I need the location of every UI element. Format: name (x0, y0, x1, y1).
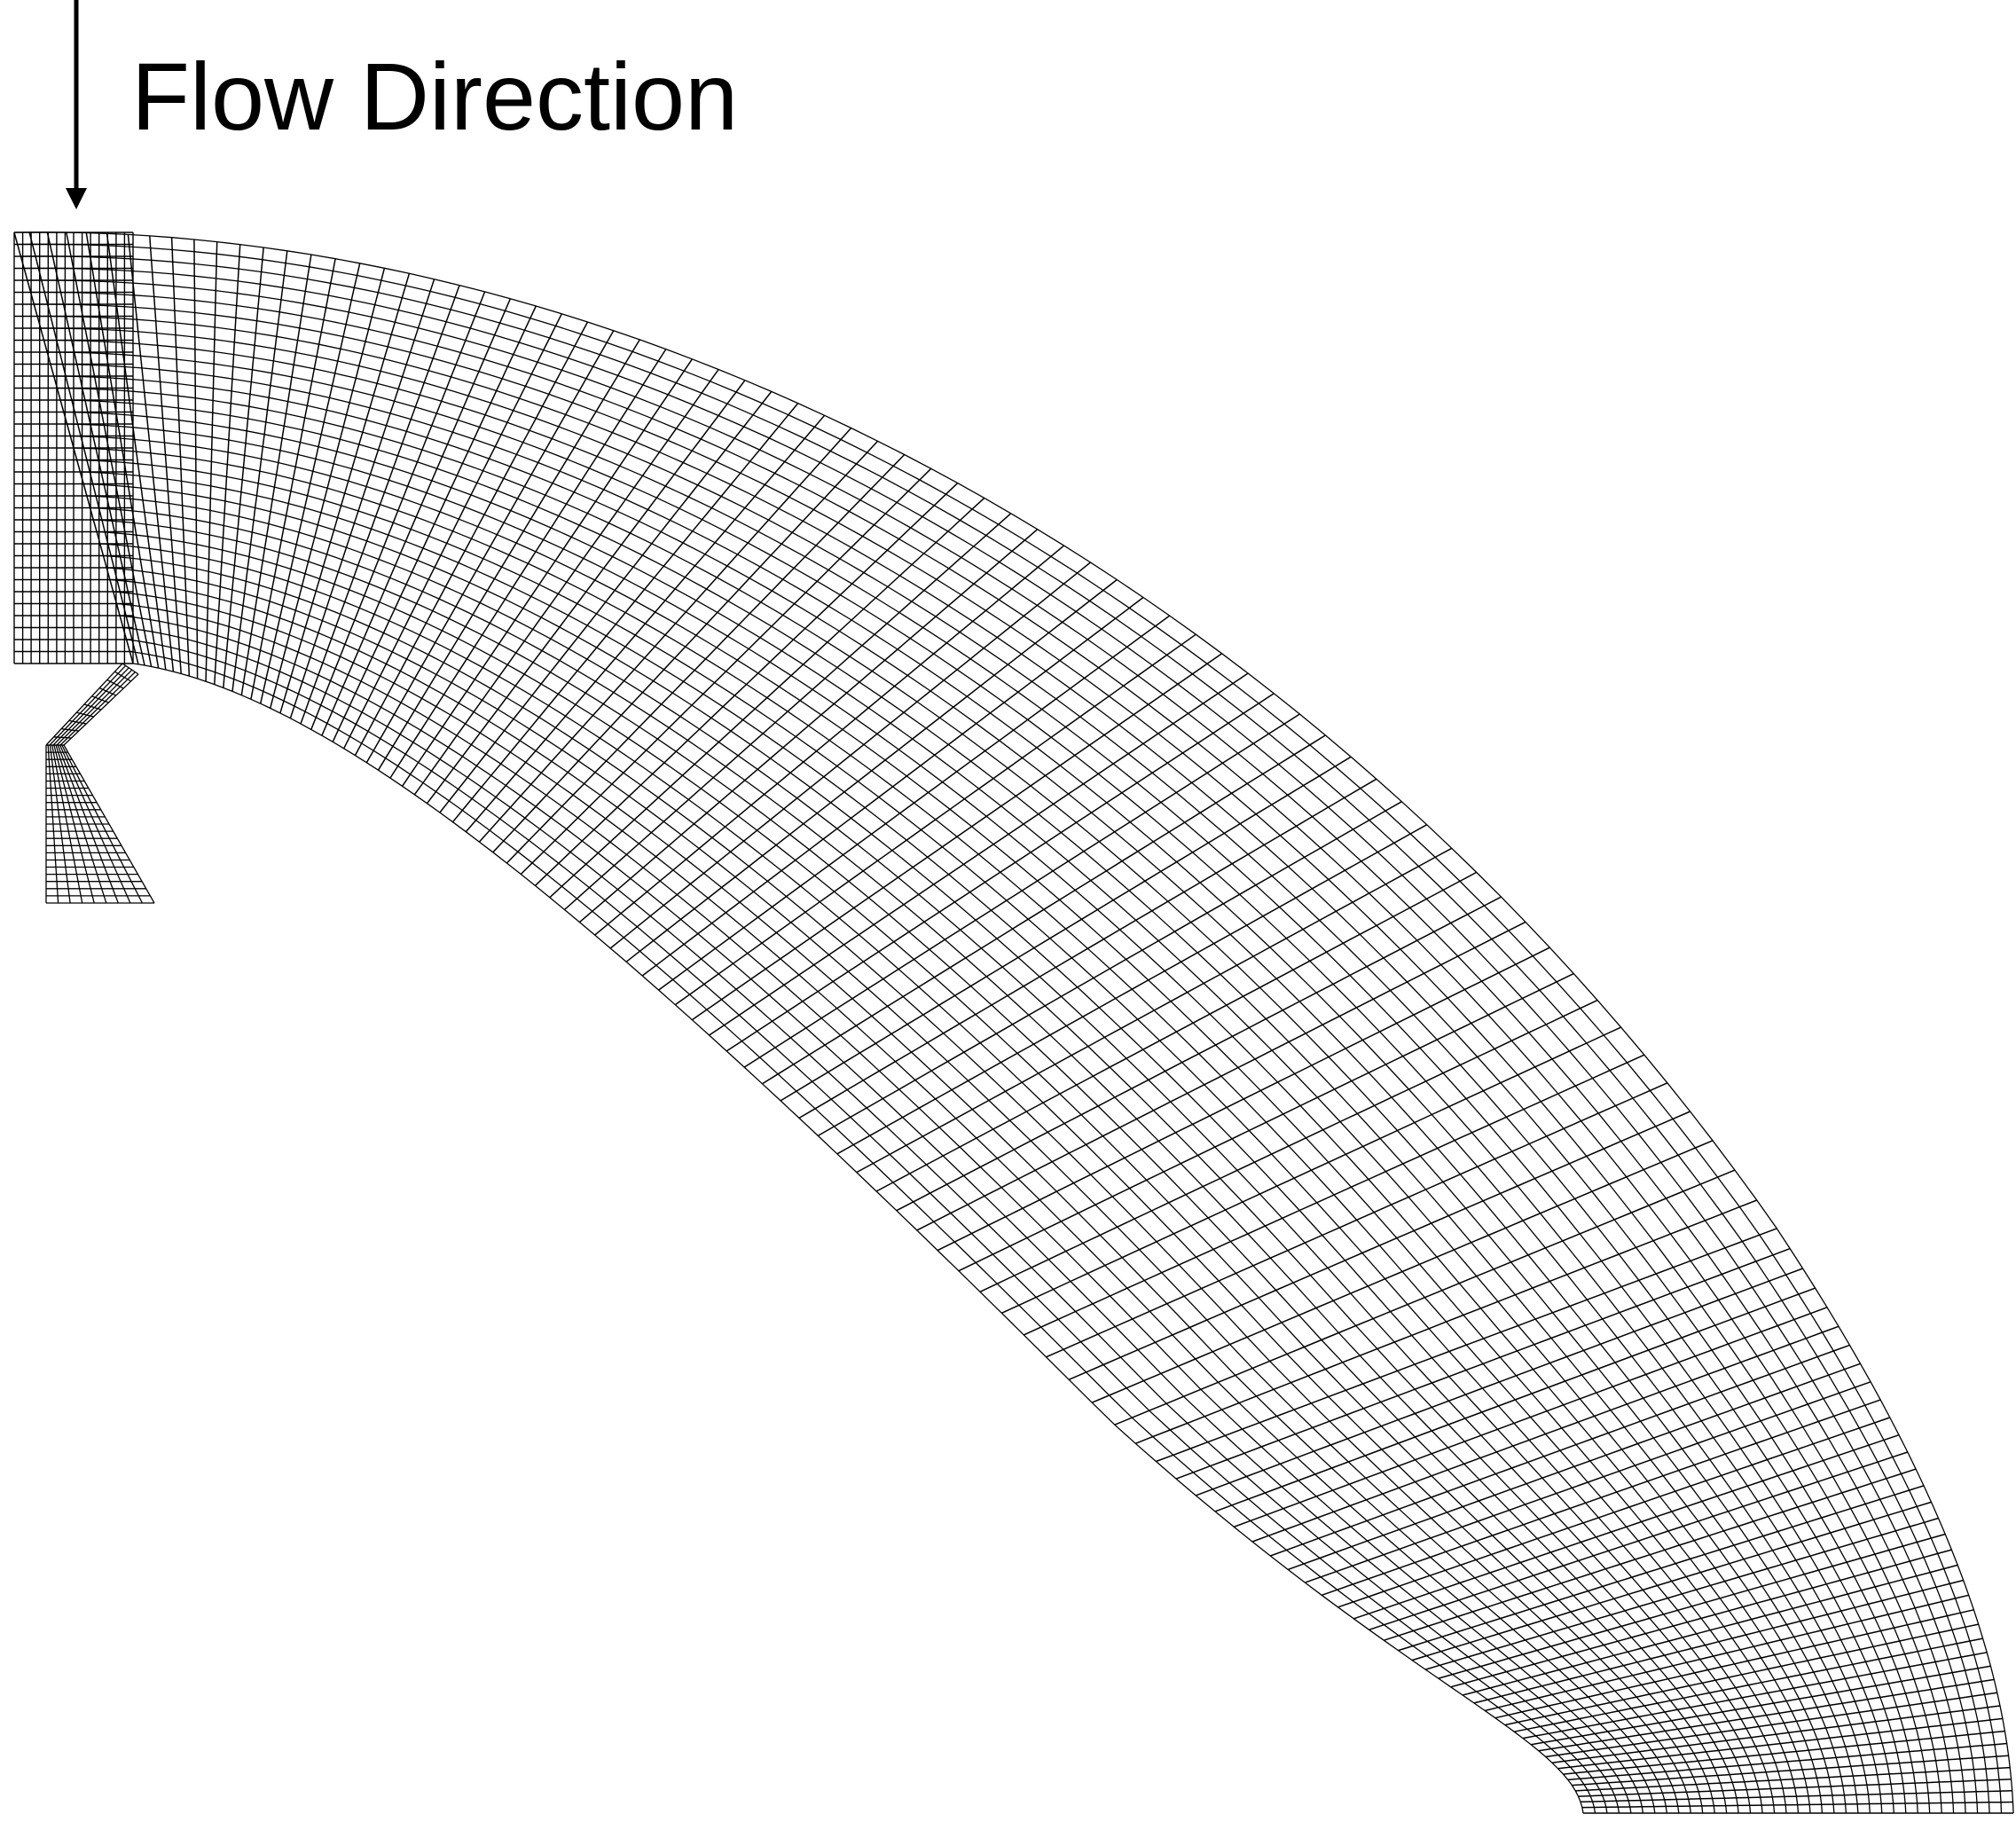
nozzle-vertical-line (49, 744, 71, 904)
nozzle-vertical-line (51, 744, 83, 904)
mesh-stream-line (109, 578, 1667, 1814)
mesh-stream-line (90, 507, 1739, 1814)
mesh-stream-line (13, 232, 2014, 1814)
slot-stream-line (59, 671, 136, 746)
nozzle-vertical-line (57, 744, 119, 904)
mesh-stream-line (116, 602, 1644, 1814)
mesh-stream-line (30, 291, 1955, 1814)
mesh-stream-line (57, 387, 1859, 1814)
down-arrow-icon (66, 0, 87, 209)
main-duct-mesh (13, 232, 2014, 1814)
mesh-stream-line (106, 567, 1680, 1814)
mesh-stream-line (34, 303, 1942, 1814)
nozzle-vertical-line (55, 744, 107, 904)
nozzle-vertical-line (47, 744, 59, 904)
slot-cross-line (106, 679, 124, 689)
mesh-stream-line (103, 554, 1691, 1814)
mesh-stream-line (120, 615, 1632, 1814)
mesh-stream-line (83, 483, 1763, 1814)
mesh-stream-line (60, 399, 1847, 1814)
mesh-stream-line (113, 591, 1656, 1814)
nozzle-vertical-line (61, 744, 143, 904)
slot-stream-line (63, 673, 139, 746)
slot-stream-line (52, 667, 129, 746)
mesh-stream-line (129, 650, 1596, 1814)
mesh-stream-line (86, 495, 1752, 1814)
mesh-stream-line (126, 639, 1608, 1814)
mesh-stream-line (24, 267, 1979, 1814)
mesh-stream-line (40, 327, 1918, 1814)
nozzle-vertical-line (63, 744, 155, 904)
nozzle-vertical-line (59, 744, 131, 904)
mesh-stream-line (50, 363, 1883, 1814)
nozzle-vertical-line (53, 744, 95, 904)
mesh-stream-line (37, 315, 1931, 1814)
slot-stream-line (45, 663, 123, 746)
mesh-stream-line (99, 543, 1704, 1814)
mesh-stream-line (20, 255, 1990, 1814)
mesh-stream-line (122, 626, 1620, 1814)
mesh-stream-line (80, 471, 1776, 1814)
flow-direction-label: Flow Direction (131, 43, 739, 150)
mesh-stream-line (47, 351, 1894, 1814)
slot-cross-line (122, 663, 139, 675)
mesh-stream-line (97, 530, 1715, 1814)
mesh-stream-line (27, 279, 1966, 1814)
mesh-stream-line (93, 519, 1728, 1814)
mesh-stream-line (76, 459, 1787, 1814)
mesh-stream-line (70, 435, 1811, 1814)
mesh-stream-line (17, 243, 2003, 1814)
mesh-stream-line (63, 411, 1835, 1814)
slot-cross-line (114, 671, 131, 682)
slot-stream-line (56, 669, 133, 746)
mesh-stream-line (132, 663, 1584, 1814)
mesh-stream-line (67, 423, 1824, 1814)
slot-stream-line (49, 664, 127, 746)
slot-mesh (45, 663, 139, 746)
mesh-stream-line (53, 375, 1871, 1814)
nozzle-mesh (45, 744, 155, 904)
mesh-stream-line (73, 447, 1800, 1814)
mesh-stream-line (43, 339, 1907, 1814)
